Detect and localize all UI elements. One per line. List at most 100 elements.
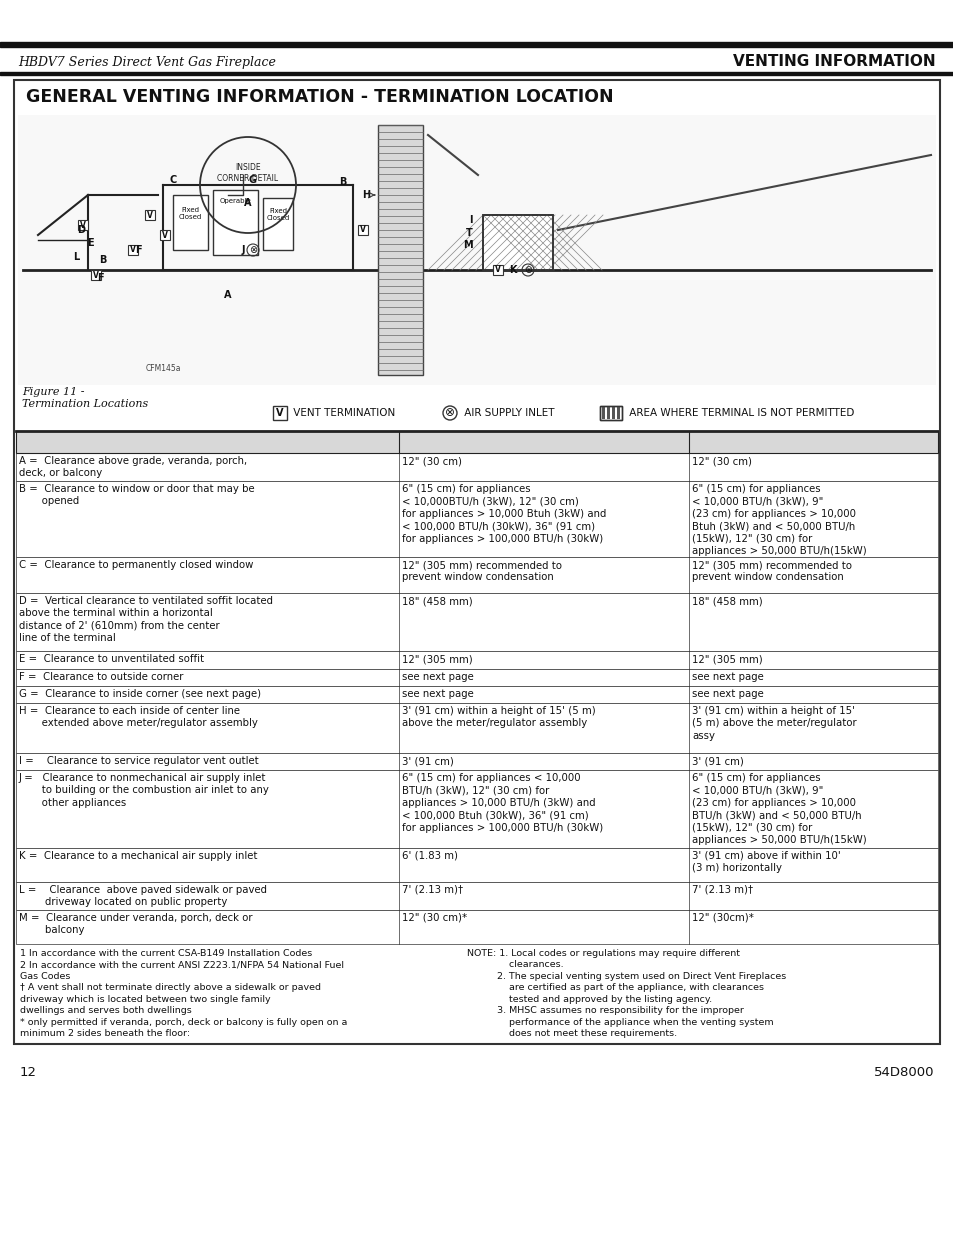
Text: ⊗: ⊗ (445, 406, 455, 420)
Text: 12" (305 mm): 12" (305 mm) (691, 655, 762, 664)
Bar (16, 703, 937, 753)
Bar (145, 210, 154, 220)
Bar (16, 882, 937, 910)
Text: C: C (170, 175, 176, 185)
Text: A: A (224, 290, 232, 300)
Text: A =  Clearance above grade, veranda, porch,
deck, or balcony: A = Clearance above grade, veranda, porc… (19, 456, 247, 478)
Text: 7' (2.13 m)†: 7' (2.13 m)† (401, 885, 462, 895)
Text: K =  Clearance to a mechanical air supply inlet: K = Clearance to a mechanical air supply… (19, 851, 257, 861)
Text: I =    Clearance to service regulator vent outlet: I = Clearance to service regulator vent … (19, 756, 258, 766)
Text: 3' (91 cm): 3' (91 cm) (401, 756, 453, 766)
Text: I: I (469, 215, 473, 225)
Bar (599, 406, 621, 420)
Text: V: V (130, 246, 135, 254)
Bar (18, 115, 935, 385)
Bar (16, 910, 937, 944)
Text: L =    Clearance  above paved sidewalk or paved
        driveway located on publ: L = Clearance above paved sidewalk or pa… (19, 885, 267, 908)
Text: Canadian Installations¹: Canadian Installations¹ (462, 436, 624, 448)
Text: V: V (93, 270, 99, 279)
Bar (16, 769, 937, 848)
Bar (16, 685, 937, 703)
Text: 12" (30 cm): 12" (30 cm) (401, 456, 461, 466)
Text: Fixed
Closed: Fixed Closed (266, 207, 290, 221)
Bar (16, 669, 937, 685)
Text: 1 In accordance with the current CSA-B149 Installation Codes
2 In accordance wit: 1 In accordance with the current CSA-B14… (20, 948, 347, 1039)
Text: US Installations²: US Installations² (755, 436, 870, 448)
Text: K: K (509, 266, 517, 275)
Text: 54D8000: 54D8000 (873, 1066, 933, 1079)
Text: see next page: see next page (691, 672, 763, 682)
Text: Operable: Operable (219, 198, 251, 204)
Text: 7' (2.13 m)†: 7' (2.13 m)† (691, 885, 753, 895)
Text: 6" (15 cm) for appliances < 10,000
BTU/h (3kW), 12" (30 cm) for
appliances > 10,: 6" (15 cm) for appliances < 10,000 BTU/h… (401, 773, 602, 832)
Text: HBDV7 Series Direct Vent Gas Fireplace: HBDV7 Series Direct Vent Gas Fireplace (18, 56, 275, 69)
Text: V: V (359, 226, 366, 235)
Text: 18" (458 mm): 18" (458 mm) (691, 597, 762, 606)
Text: 3' (91 cm) within a height of 15'
(5 m) above the meter/regulator
assy: 3' (91 cm) within a height of 15' (5 m) … (691, 706, 856, 741)
Text: B: B (339, 177, 346, 186)
Text: D: D (77, 225, 85, 235)
Text: G =  Clearance to inside corner (see next page): G = Clearance to inside corner (see next… (19, 689, 261, 699)
Bar (78, 220, 88, 230)
Bar (0, 42, 953, 47)
Text: 3' (91 cm) above if within 10'
(3 m) horizontally: 3' (91 cm) above if within 10' (3 m) hor… (691, 851, 840, 873)
Bar (606, 408, 609, 419)
Bar (617, 408, 619, 419)
Bar (213, 190, 257, 254)
Text: 6" (15 cm) for appliances
< 10,000BTU/h (3kW), 12" (30 cm)
for appliances > 10,0: 6" (15 cm) for appliances < 10,000BTU/h … (401, 484, 605, 543)
Text: see next page: see next page (401, 672, 473, 682)
Bar (16, 753, 937, 769)
Text: AIR SUPPLY INLET: AIR SUPPLY INLET (460, 408, 554, 417)
Bar (273, 406, 287, 420)
Text: 12" (30 cm)*: 12" (30 cm)* (401, 913, 466, 923)
Text: 18" (458 mm): 18" (458 mm) (401, 597, 472, 606)
Text: INSIDE
CORNER DETAIL: INSIDE CORNER DETAIL (217, 163, 278, 183)
Bar (599, 406, 621, 420)
Text: H: H (361, 190, 370, 200)
Text: J =   Clearance to nonmechanical air supply inlet
       to building or the comb: J = Clearance to nonmechanical air suppl… (19, 773, 269, 808)
Text: D =  Vertical clearance to ventilated soffit located
above the terminal within a: D = Vertical clearance to ventilated sof… (19, 597, 273, 643)
Text: 12: 12 (20, 1066, 37, 1079)
Bar (16, 593, 937, 651)
Bar (263, 198, 293, 249)
Text: V: V (495, 266, 500, 274)
Text: F: F (134, 245, 141, 254)
Bar (16, 453, 937, 480)
Text: L: L (72, 252, 79, 262)
Text: V: V (147, 210, 152, 220)
Text: F: F (96, 273, 103, 283)
Text: 6" (15 cm) for appliances
< 10,000 BTU/h (3kW), 9"
(23 cm) for appliances > 10,0: 6" (15 cm) for appliances < 10,000 BTU/h… (691, 484, 866, 556)
Text: M: M (463, 240, 473, 249)
Text: Termination Locations: Termination Locations (22, 399, 148, 409)
Text: 12" (305 mm) recommended to
prevent window condensation: 12" (305 mm) recommended to prevent wind… (691, 559, 851, 583)
Bar (601, 408, 604, 419)
Bar (377, 125, 422, 375)
Bar (172, 195, 208, 249)
Text: 6" (15 cm) for appliances
< 10,000 BTU/h (3kW), 9"
(23 cm) for appliances > 10,0: 6" (15 cm) for appliances < 10,000 BTU/h… (691, 773, 866, 845)
Text: see next page: see next page (401, 689, 473, 699)
Bar (14, 80, 939, 1044)
Text: A: A (244, 198, 252, 207)
Text: 12" (30 cm): 12" (30 cm) (691, 456, 751, 466)
Text: E: E (87, 238, 93, 248)
Bar (482, 215, 553, 270)
Text: 6' (1.83 m): 6' (1.83 m) (401, 851, 457, 861)
Bar (357, 225, 368, 235)
Text: Fixed
Closed: Fixed Closed (178, 207, 202, 220)
Text: 3' (91 cm): 3' (91 cm) (691, 756, 743, 766)
Bar (91, 270, 101, 280)
Text: C =  Clearance to permanently closed window: C = Clearance to permanently closed wind… (19, 559, 253, 571)
Text: H =  Clearance to each inside of center line
       extended above meter/regulat: H = Clearance to each inside of center l… (19, 706, 257, 729)
Bar (16, 848, 937, 882)
Text: CFM145a: CFM145a (146, 364, 181, 373)
Text: 3' (91 cm) within a height of 15' (5 m)
above the meter/regulator assembly: 3' (91 cm) within a height of 15' (5 m) … (401, 706, 595, 729)
Text: Figure 11 -: Figure 11 - (22, 387, 85, 396)
Bar (128, 245, 138, 254)
Bar (482, 215, 553, 270)
Bar (16, 557, 937, 593)
Bar (16, 480, 937, 557)
Text: V: V (276, 408, 283, 417)
Text: V: V (80, 221, 86, 230)
Text: 12" (30cm)*: 12" (30cm)* (691, 913, 753, 923)
Text: VENTING INFORMATION: VENTING INFORMATION (733, 54, 935, 69)
